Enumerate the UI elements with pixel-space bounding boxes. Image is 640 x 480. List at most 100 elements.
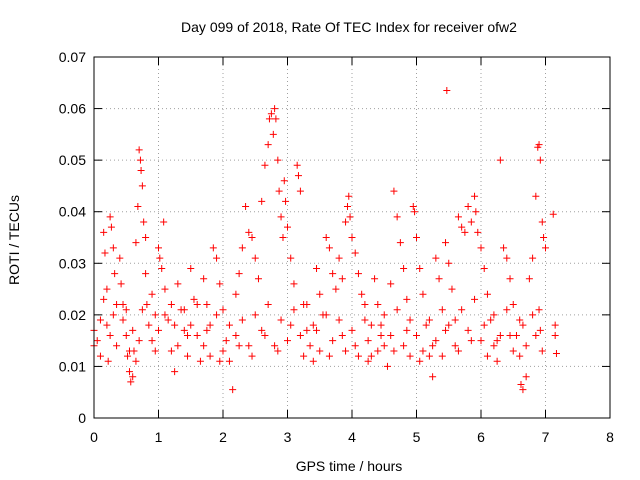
- data-point: [122, 306, 130, 314]
- data-point: [148, 290, 156, 298]
- data-point: [490, 311, 498, 319]
- data-point: [343, 203, 351, 211]
- data-point: [245, 342, 253, 350]
- data-point: [445, 321, 453, 329]
- data-point: [496, 156, 504, 164]
- data-point: [467, 337, 475, 345]
- data-point: [325, 244, 333, 252]
- data-point: [536, 326, 544, 334]
- data-point: [136, 156, 144, 164]
- data-point: [411, 208, 419, 216]
- data-point: [406, 316, 414, 324]
- data-point: [213, 254, 221, 262]
- data-point: [293, 161, 301, 169]
- data-point: [193, 301, 201, 309]
- data-point: [200, 275, 208, 283]
- data-point: [216, 357, 224, 365]
- data-point: [472, 208, 480, 216]
- data-point: [322, 311, 330, 319]
- data-point: [483, 290, 491, 298]
- data-point: [509, 347, 517, 355]
- x-tick-label: 5: [413, 429, 421, 445]
- x-tick-label: 6: [477, 429, 485, 445]
- data-point: [229, 386, 237, 394]
- data-point: [516, 352, 524, 360]
- data-point: [345, 192, 353, 200]
- data-point: [329, 337, 337, 345]
- data-point: [265, 115, 273, 123]
- data-point: [235, 270, 243, 278]
- data-point: [269, 130, 277, 138]
- data-point: [536, 156, 544, 164]
- data-point: [480, 264, 488, 272]
- data-point: [377, 321, 385, 329]
- data-point: [284, 223, 291, 231]
- data-point: [374, 347, 382, 355]
- data-point: [282, 197, 290, 205]
- data-point: [280, 177, 288, 185]
- data-point: [251, 311, 259, 319]
- data-point: [490, 342, 498, 350]
- data-point: [180, 306, 188, 314]
- data-point: [535, 141, 543, 149]
- data-point: [538, 218, 546, 226]
- data-point: [142, 270, 150, 278]
- data-point: [538, 347, 546, 355]
- data-point: [371, 275, 379, 283]
- data-point: [393, 213, 401, 221]
- data-point: [429, 342, 437, 350]
- data-point: [519, 321, 527, 329]
- data-point: [464, 326, 472, 334]
- data-point: [294, 172, 302, 180]
- data-point: [113, 301, 121, 309]
- data-point: [390, 347, 398, 355]
- data-point: [261, 161, 269, 169]
- data-point: [225, 321, 233, 329]
- data-point: [238, 244, 246, 252]
- data-point: [342, 218, 350, 226]
- chart-title: Day 099 of 2018, Rate Of TEC Index for r…: [181, 19, 517, 35]
- data-point: [445, 259, 453, 267]
- data-point: [196, 357, 204, 365]
- data-point: [271, 342, 279, 350]
- data-point: [258, 326, 266, 334]
- data-point: [132, 357, 140, 365]
- data-point: [134, 203, 142, 211]
- data-point: [483, 352, 491, 360]
- data-point: [275, 187, 283, 195]
- points-layer: [90, 87, 560, 394]
- data-point: [290, 280, 298, 288]
- data-point: [329, 270, 337, 278]
- data-point: [103, 285, 111, 293]
- data-point: [113, 342, 121, 350]
- data-point: [303, 326, 311, 334]
- data-point: [400, 264, 408, 272]
- data-point: [171, 368, 179, 376]
- data-point: [142, 234, 150, 241]
- data-point: [279, 234, 287, 241]
- data-point: [309, 321, 317, 329]
- data-point: [551, 321, 559, 329]
- data-point: [316, 290, 324, 298]
- data-point: [203, 326, 211, 334]
- y-tick-label: 0.01: [59, 358, 86, 374]
- data-point: [316, 347, 324, 355]
- data-point: [400, 342, 408, 350]
- data-point: [238, 316, 246, 324]
- data-point: [235, 342, 243, 350]
- data-point: [474, 228, 482, 236]
- data-point: [313, 264, 321, 272]
- data-point: [132, 239, 140, 247]
- data-point: [264, 301, 272, 309]
- data-point: [361, 316, 369, 324]
- data-point: [477, 337, 485, 345]
- data-point: [167, 347, 175, 355]
- data-point: [125, 368, 133, 376]
- data-point: [516, 316, 524, 324]
- data-point: [171, 321, 179, 329]
- data-point: [377, 331, 385, 339]
- data-point: [432, 337, 440, 345]
- x-tick-label: 1: [155, 429, 163, 445]
- data-point: [161, 311, 169, 319]
